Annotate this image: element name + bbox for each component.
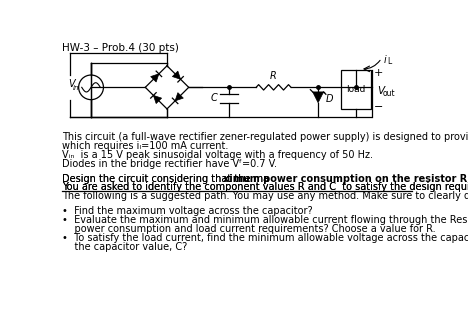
Text: −: −	[374, 102, 383, 112]
Text: The following is a suggested path. You may use any method. Make sure to clearly : The following is a suggested path. You m…	[62, 191, 468, 201]
Polygon shape	[313, 92, 323, 103]
Text: in: in	[73, 85, 80, 91]
Text: ximum power consumption on the resistor R is 0.5W.: ximum power consumption on the resistor …	[223, 174, 468, 183]
Text: load: load	[346, 85, 366, 94]
Polygon shape	[154, 95, 161, 104]
Text: out: out	[382, 89, 395, 98]
Text: +: +	[374, 68, 383, 78]
Polygon shape	[151, 74, 159, 82]
Text: Diodes in the bridge rectifier have Vᶠ=0.7 V.: Diodes in the bridge rectifier have Vᶠ=0…	[62, 159, 278, 169]
Text: i: i	[383, 55, 386, 65]
Text: •  Evaluate the maximum and minimum allowable current flowing through the Resist: • Evaluate the maximum and minimum allow…	[62, 215, 468, 225]
Text: Design the circuit considering that the ma: Design the circuit considering that the …	[62, 174, 270, 183]
Text: C: C	[211, 93, 217, 103]
Text: D: D	[326, 94, 333, 104]
Text: Vᵢₙ  is a 15 V peak sinusoidal voltage with a frequency of 50 Hz.: Vᵢₙ is a 15 V peak sinusoidal voltage wi…	[62, 150, 373, 160]
Text: the capacitor value, C?: the capacitor value, C?	[62, 242, 188, 252]
Text: V: V	[68, 79, 74, 89]
Text: V: V	[377, 86, 384, 96]
Polygon shape	[175, 93, 183, 101]
Text: Design the circuit considering that the ma: Design the circuit considering that the …	[62, 174, 270, 183]
Bar	[341, 70, 371, 109]
Text: R: R	[270, 71, 277, 81]
Polygon shape	[172, 71, 181, 79]
Text: which requires iₗ=100 mA current.: which requires iₗ=100 mA current.	[62, 141, 229, 151]
Text: You are asked to identify the component values R and C  to satisfy the design re: You are asked to identify the component …	[62, 182, 468, 192]
Text: You are asked to identify the component values R and C  to satisfy the design re: You are asked to identify the component …	[62, 182, 468, 192]
Text: HW-3 – Prob.4 (30 pts): HW-3 – Prob.4 (30 pts)	[62, 44, 179, 53]
Text: L: L	[387, 57, 391, 66]
Text: •  To satisfy the load current, find the minimum allowable voltage across the ca: • To satisfy the load current, find the …	[62, 233, 468, 243]
Text: •  Find the maximum voltage across the capacitor?: • Find the maximum voltage across the ca…	[62, 206, 313, 216]
Text: power consumption and load current requirements? Choose a value for R.: power consumption and load current requi…	[62, 224, 436, 234]
Text: This circuit (a full-wave rectifier zener-regulated power supply) is designed to: This circuit (a full-wave rectifier zene…	[62, 132, 468, 142]
